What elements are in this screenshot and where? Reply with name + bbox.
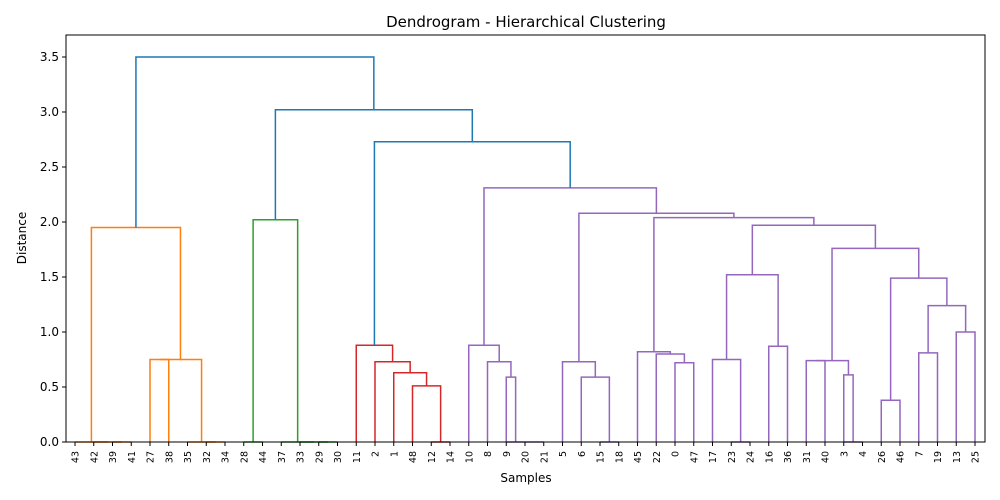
leaf-label: 30 — [333, 451, 344, 463]
dendrogram-link — [561, 360, 597, 442]
leaf-label: 45 — [633, 451, 644, 463]
leaf-label: 40 — [821, 451, 832, 463]
leaf-label: 48 — [408, 451, 419, 463]
dendrogram-link — [880, 399, 901, 442]
dendrogram-link — [468, 344, 500, 442]
y-tick-label: 2.0 — [40, 215, 59, 229]
leaf-label: 22 — [652, 451, 663, 463]
leaf-label: 15 — [596, 451, 607, 463]
leaf-label: 46 — [896, 451, 907, 463]
dendrogram-link — [578, 212, 735, 362]
dendrogram-links — [75, 56, 976, 443]
dendrogram-link — [927, 304, 967, 353]
dendrogram-link — [486, 360, 512, 442]
leaf-label: 32 — [202, 451, 213, 463]
dendrogram-link — [393, 371, 428, 442]
dendrogram-link — [674, 362, 695, 442]
leaf-label: 10 — [464, 451, 475, 463]
leaf-label: 14 — [446, 451, 457, 463]
leaf-label: 34 — [221, 451, 232, 463]
leaf-label: 33 — [296, 451, 307, 463]
dendrogram-link — [751, 224, 877, 275]
dendrogram-link — [135, 56, 375, 228]
leaf-label: 36 — [783, 451, 794, 463]
dendrogram-link — [149, 358, 170, 442]
leaf-label: 7 — [914, 451, 925, 457]
leaf-label: 43 — [71, 451, 82, 463]
leaf-label: 19 — [933, 451, 944, 463]
x-axis-title: Samples — [500, 471, 551, 485]
dendrogram-link — [653, 216, 815, 352]
leaf-label: 28 — [239, 451, 250, 463]
leaf-label: 38 — [164, 451, 175, 463]
dendrogram-link — [505, 376, 517, 442]
dendrogram-link — [636, 351, 672, 442]
leaf-label: 26 — [877, 451, 888, 463]
leaf-label: 8 — [483, 451, 494, 457]
dendrogram-link — [815, 359, 850, 375]
leaf-label: 12 — [427, 451, 438, 463]
chart-title: Dendrogram - Hierarchical Clustering — [386, 13, 666, 31]
leaf-label: 17 — [708, 451, 719, 463]
y-tick-label: 0.5 — [40, 380, 59, 394]
leaf-label: 11 — [352, 451, 363, 463]
leaf-label: 31 — [802, 451, 813, 463]
leaf-label: 29 — [314, 451, 325, 463]
y-tick-label: 2.5 — [40, 160, 59, 174]
leaf-label: 21 — [539, 451, 550, 463]
dendrogram-link — [90, 226, 182, 442]
y-tick-label: 3.0 — [40, 105, 59, 119]
dendrogram-link — [831, 247, 920, 361]
dendrogram-link — [768, 345, 789, 442]
dendrogram-link — [580, 376, 611, 442]
dendrogram-link — [252, 219, 299, 442]
leaf-label: 3 — [839, 451, 850, 457]
leaf-label: 0 — [671, 451, 682, 457]
leaf-label: 18 — [614, 451, 625, 463]
leaf-label: 41 — [127, 451, 138, 463]
dendrogram-link — [843, 374, 854, 442]
leaf-label: 23 — [727, 451, 738, 463]
leaf-label: 35 — [183, 451, 194, 463]
dendrogram-link — [711, 358, 742, 442]
leaf-label: 37 — [277, 451, 288, 463]
dendrogram-link — [918, 352, 939, 442]
dendrogram-link — [374, 360, 411, 442]
leaf-label: 2 — [371, 451, 382, 457]
leaf-label: 42 — [89, 451, 100, 463]
dendrogram-link — [411, 385, 442, 442]
plot-frame — [65, 34, 986, 443]
leaf-label: 24 — [746, 451, 757, 463]
y-tick-label: 1.0 — [40, 325, 59, 339]
leaf-label: 1 — [389, 451, 400, 457]
y-axis-title: Distance — [15, 212, 29, 264]
dendrogram-link — [655, 353, 686, 442]
dendrogram-link — [159, 358, 203, 442]
leaf-label: 20 — [521, 451, 532, 463]
y-tick-label: 0.0 — [40, 435, 59, 449]
leaf-label: 9 — [502, 451, 513, 457]
leaf-label: 44 — [258, 451, 269, 463]
x-axis: 43 42 39 41 27 38 35 32 34 28 44 37 33 29 30 11 2 1 48 12 14… — [71, 442, 982, 463]
y-axis: 0.0 0.5 1.0 1.5 2.0 2.5 3.0 3.5 — [40, 50, 66, 449]
dendrogram-link — [483, 187, 658, 346]
dendrogram-link — [955, 331, 976, 442]
dendrogram-link — [805, 359, 826, 442]
leaf-label: 13 — [952, 451, 963, 463]
leaf-label: 39 — [108, 451, 119, 463]
leaf-label: 6 — [577, 451, 588, 457]
leaf-label: 16 — [764, 451, 775, 463]
y-tick-label: 1.5 — [40, 270, 59, 284]
leaf-label: 47 — [689, 451, 700, 463]
dendrogram-link — [373, 140, 571, 346]
y-tick-label: 3.5 — [40, 50, 59, 64]
leaf-label: 25 — [971, 451, 982, 463]
leaf-label: 5 — [558, 451, 569, 457]
leaf-label: 27 — [146, 451, 157, 463]
leaf-label: 4 — [858, 451, 869, 457]
